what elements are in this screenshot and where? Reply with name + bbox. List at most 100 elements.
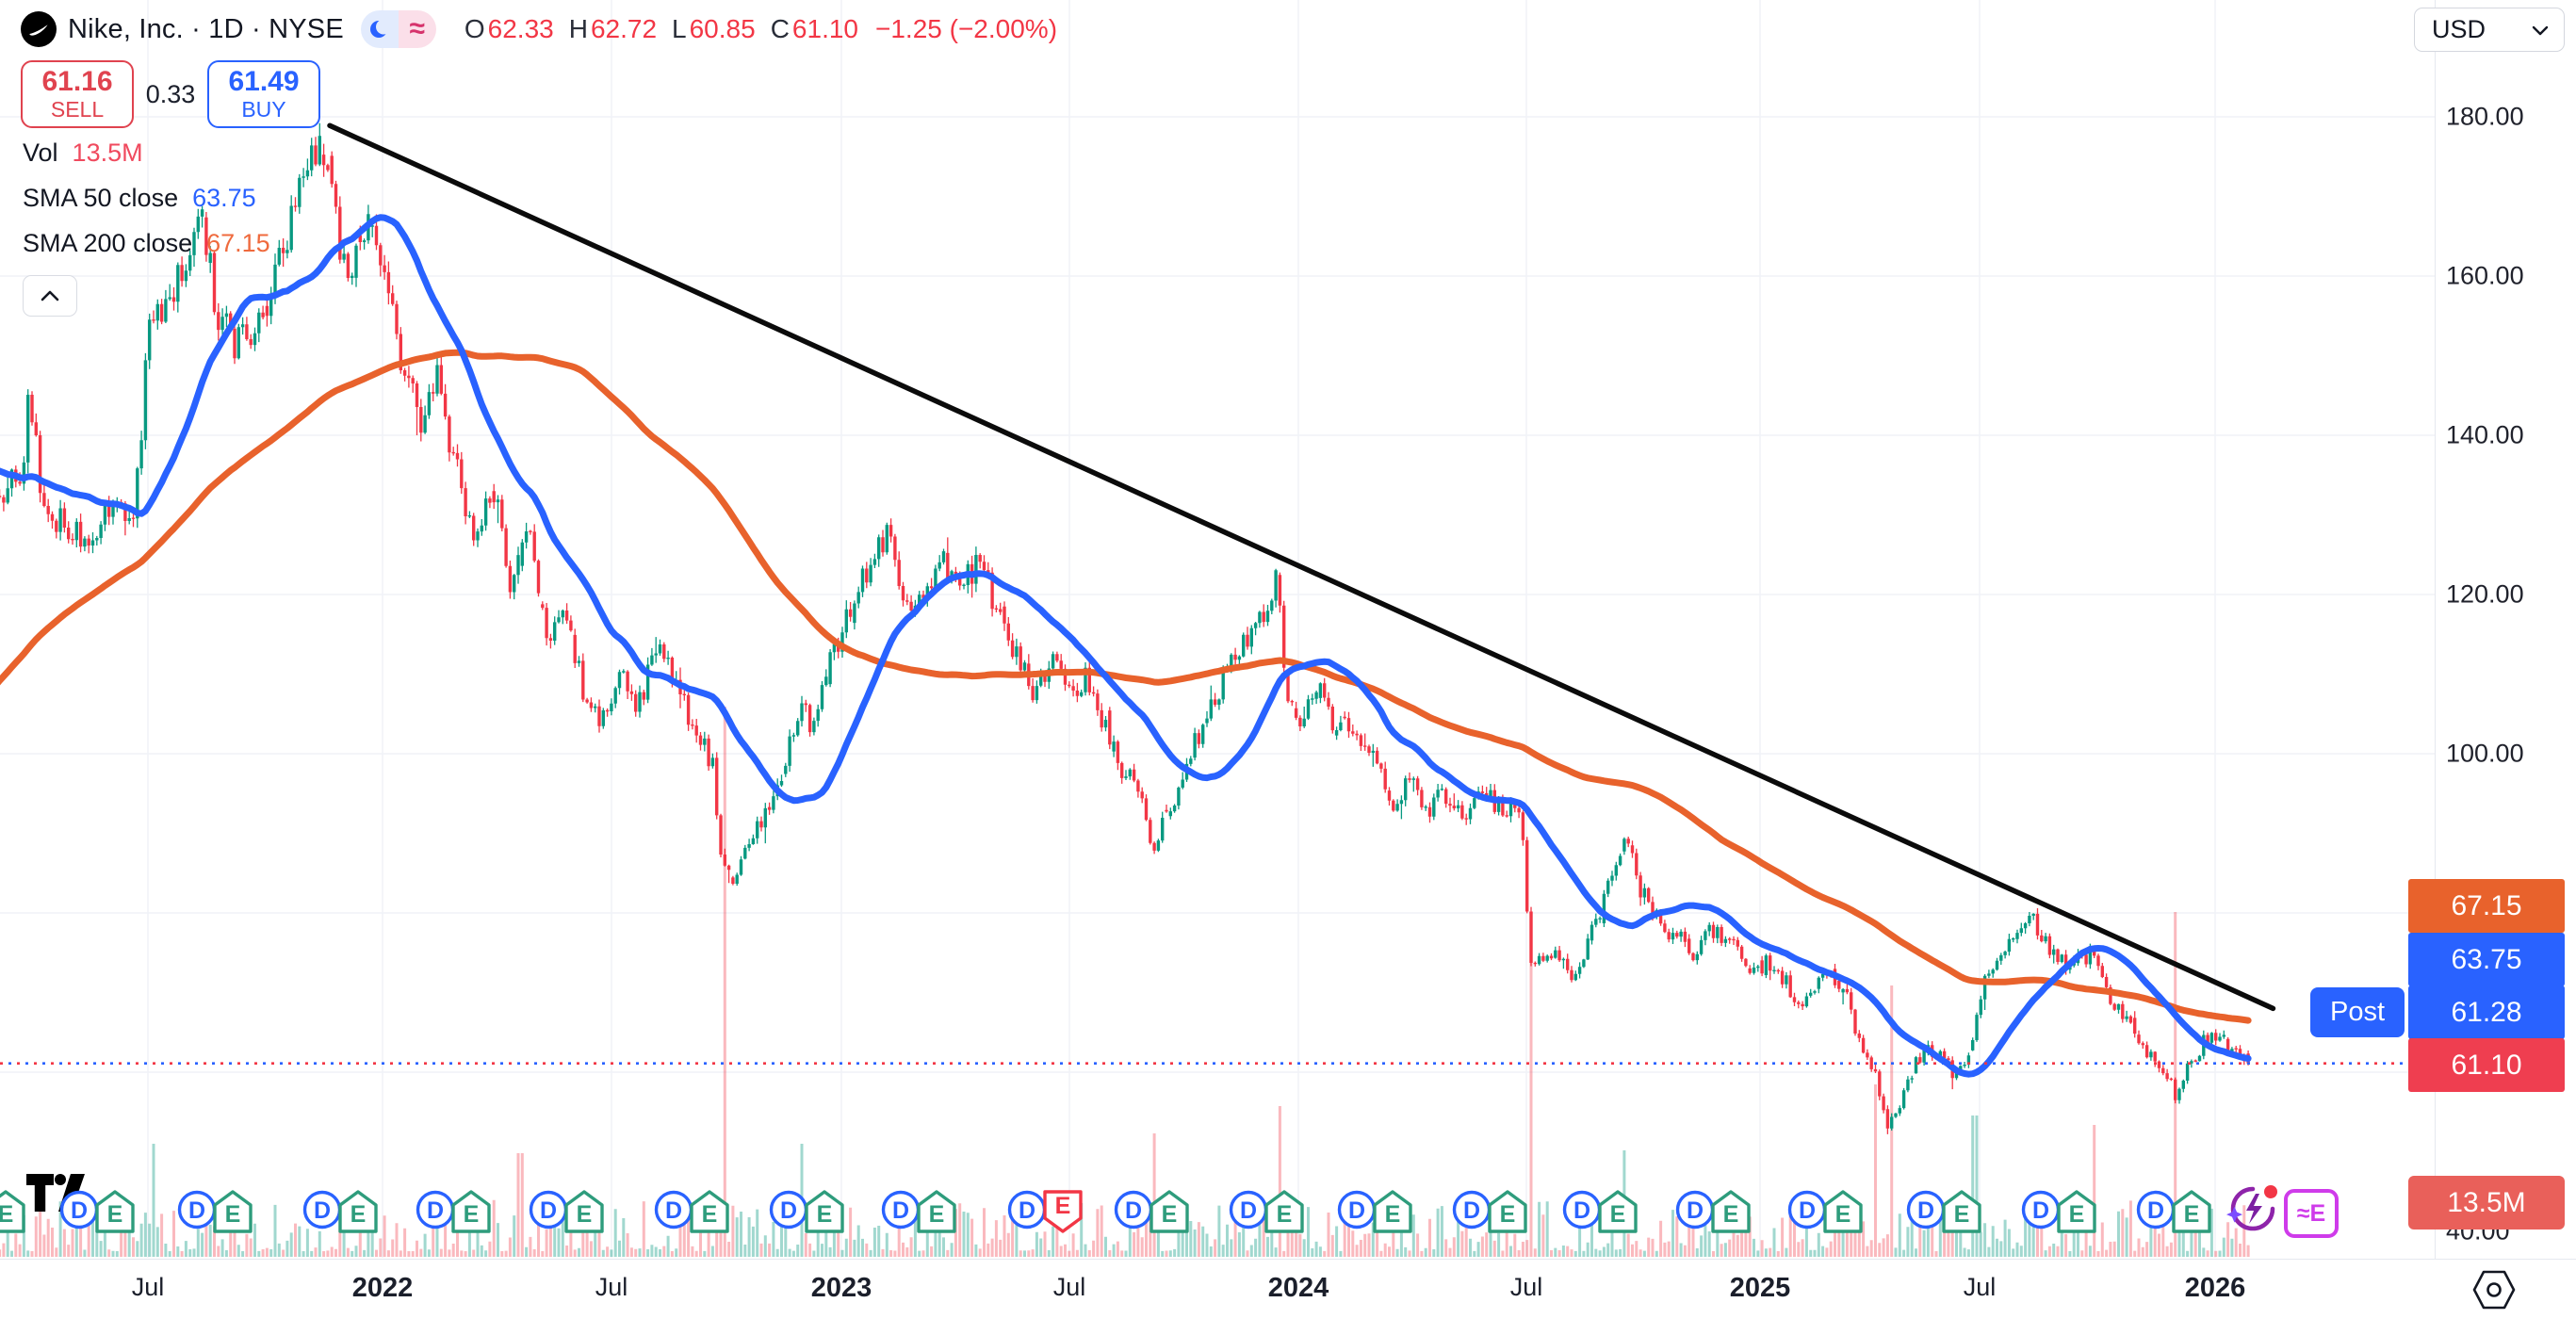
earnings-badge[interactable]: E [1597,1189,1639,1239]
time-axis-label: Jul [1963,1273,1997,1301]
earnings-badge[interactable]: E [1149,1189,1190,1239]
price-tag: 63.75 [2408,933,2565,986]
price-chart[interactable] [0,0,2435,1319]
dividend-badge[interactable]: D [415,1189,456,1235]
earnings-badge[interactable]: E [2171,1189,2212,1239]
sma50-legend-row[interactable]: SMA 50 close 63.75 [23,175,270,220]
dividend-badge[interactable]: D [768,1189,809,1235]
sell-label: SELL [50,97,105,122]
dividend-badge[interactable]: D [528,1189,569,1235]
svg-text:E: E [577,1201,593,1228]
indicator-legend: Vol 13.5M SMA 50 close 63.75 SMA 200 clo… [23,130,270,266]
svg-text:D: D [1799,1197,1816,1224]
svg-text:E: E [351,1201,367,1228]
earnings-badge[interactable]: E [212,1189,253,1239]
svg-text:E: E [1385,1201,1401,1228]
svg-text:D: D [427,1197,444,1224]
svg-text:D: D [780,1197,797,1224]
dividend-badge[interactable]: D [1451,1189,1492,1235]
svg-text:D: D [1240,1197,1257,1224]
collapse-legend-button[interactable] [23,275,77,317]
trade-panel: 61.16 SELL 0.33 61.49 BUY [21,60,320,128]
svg-text:E: E [1500,1201,1516,1228]
dividend-badge[interactable]: D [302,1189,343,1235]
earnings-badge[interactable]: E [1264,1189,1305,1239]
svg-text:E: E [1162,1201,1178,1228]
sma200-label: SMA 200 close [23,228,193,257]
dividend-badge[interactable]: D [1228,1189,1269,1235]
sma200-legend-row[interactable]: SMA 200 close 67.15 [23,220,270,266]
sell-price: 61.16 [41,66,113,97]
svg-text:E: E [1954,1201,1970,1228]
symbol-header: Nike, Inc. · 1D · NYSE ≈ O 62.33 H 62.72… [21,8,1057,51]
estimated-earnings-badge[interactable]: ≈E [2284,1189,2339,1238]
earnings-badge[interactable]: E [916,1189,957,1239]
volume-legend-row[interactable]: Vol 13.5M [23,130,270,175]
earnings-badge[interactable]: E [337,1189,379,1239]
nike-logo-icon [21,11,57,47]
time-axis-label: Jul [1052,1273,1086,1301]
earnings-badge[interactable]: E [94,1189,136,1239]
currency-value: USD [2432,15,2486,43]
earnings-badge[interactable]: E [1372,1189,1413,1239]
price-tag: 61.28 [2408,985,2565,1039]
earnings-badge[interactable]: E [563,1189,605,1239]
earnings-badge[interactable]: E [1710,1189,1752,1239]
svg-text:E: E [1055,1193,1071,1219]
svg-text:E: E [817,1201,833,1228]
currency-dropdown[interactable]: USD [2414,8,2565,52]
open-value: 62.33 [487,14,554,43]
svg-text:E: E [2069,1201,2085,1228]
earnings-badge[interactable]: E [804,1189,845,1239]
earnings-badge[interactable]: E [1941,1189,1982,1239]
earnings-badge[interactable]: E [1487,1189,1528,1239]
dividend-badge[interactable]: D [1905,1189,1947,1235]
estimates-approx-icon[interactable]: ≈ [398,10,436,48]
time-axis-label: 2022 [351,1273,414,1303]
dividend-badge[interactable]: D [1561,1189,1603,1235]
dividend-badge[interactable]: D [1336,1189,1378,1235]
svg-text:E: E [2184,1201,2200,1228]
price-axis-label: 120.00 [2446,579,2524,609]
chevron-up-icon [41,290,59,301]
svg-text:D: D [1125,1197,1142,1224]
earnings-miss-badge[interactable]: E [1042,1189,1084,1239]
earnings-badge[interactable]: E [1822,1189,1864,1239]
settings-gear-icon[interactable] [2470,1266,2518,1318]
earnings-badge[interactable]: E [0,1189,26,1239]
price-tag: 67.15 [2408,879,2565,933]
svg-text:D: D [892,1197,909,1224]
dividend-badge[interactable]: D [1113,1189,1154,1235]
time-axis-label: 2026 [2184,1273,2246,1303]
svg-text:D: D [1573,1197,1590,1224]
earnings-flash-icon[interactable] [2225,1181,2280,1239]
svg-text:E: E [1277,1201,1293,1228]
buy-button[interactable]: 61.49 BUY [207,60,320,128]
volume-label: Vol [23,138,58,167]
earnings-badge[interactable]: E [689,1189,730,1239]
dividend-badge[interactable]: D [1674,1189,1716,1235]
svg-text:D: D [540,1197,557,1224]
price-axis-label: 180.00 [2446,102,2524,131]
earnings-badge[interactable]: E [2056,1189,2097,1239]
volume-tag: 13.5M [2408,1176,2565,1229]
svg-text:E: E [107,1201,123,1228]
chevron-down-icon [2532,25,2549,35]
time-axis[interactable]: Jul 2022 Jul 2023 Jul 2024 Jul 2025 Jul 2026 [0,1259,2576,1319]
svg-text:E: E [464,1201,480,1228]
change-value: −1.25 (−2.00%) [875,14,1058,43]
earnings-badge[interactable]: E [450,1189,492,1239]
low-label: L [672,14,687,43]
symbol-title[interactable]: Nike, Inc. · 1D · NYSE [68,13,344,44]
svg-text:E: E [0,1201,13,1228]
price-axis-label: 160.00 [2446,261,2524,290]
svg-text:D: D [1917,1197,1934,1224]
sma200-value: 67.15 [206,228,270,257]
svg-text:D: D [314,1197,331,1224]
price-axis-label: 100.00 [2446,739,2524,768]
market-closed-moon-icon[interactable] [360,10,399,48]
open-label: O [464,14,485,43]
high-value: 62.72 [590,14,658,43]
sell-button[interactable]: 61.16 SELL [21,60,134,128]
